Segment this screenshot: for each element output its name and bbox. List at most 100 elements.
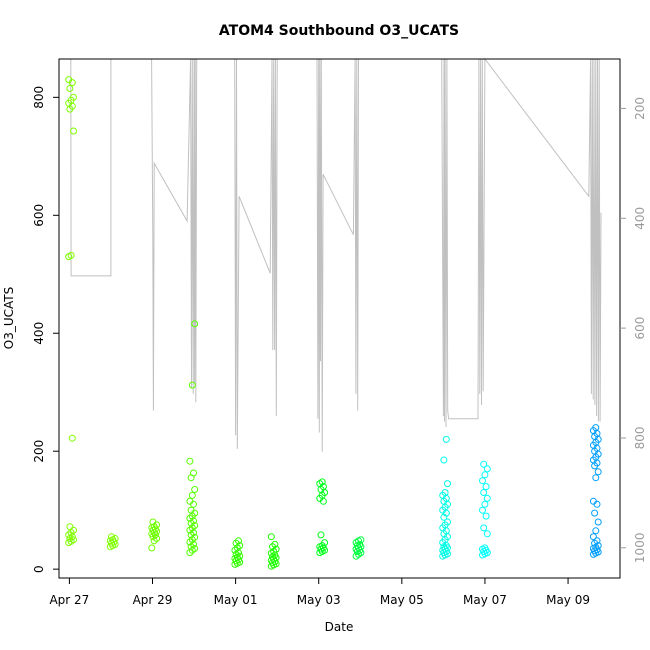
data-point xyxy=(356,540,364,548)
data-point xyxy=(187,506,195,514)
data-point xyxy=(66,85,74,92)
data-point xyxy=(68,434,76,442)
axes-layer: 0 200 400 600 800 200 400 600 800 1000 Apr 27 Apr 2… xyxy=(32,58,647,607)
data-point xyxy=(594,542,602,550)
data-point xyxy=(188,491,196,499)
x-axis-label: Date xyxy=(325,620,354,634)
data-point xyxy=(480,524,488,532)
data-point xyxy=(481,500,489,508)
x-tick-label: May 07 xyxy=(463,593,507,607)
data-point xyxy=(267,533,275,541)
y2-tick-label: 800 xyxy=(633,426,647,449)
data-point xyxy=(67,251,75,259)
data-point xyxy=(589,533,597,541)
y2-tick-label: 200 xyxy=(633,97,647,120)
data-point xyxy=(482,483,490,491)
data-point xyxy=(190,517,197,525)
data-point xyxy=(108,533,115,541)
data-point xyxy=(186,538,194,546)
data-point xyxy=(236,552,244,560)
x-tick-label: May 01 xyxy=(214,593,258,607)
data-point xyxy=(188,381,196,389)
data-point xyxy=(190,529,197,537)
data-point xyxy=(233,544,241,552)
y-axis-label: O3_UCATS xyxy=(2,287,16,349)
data-point xyxy=(444,480,451,488)
data-point xyxy=(191,522,199,529)
data-point xyxy=(591,509,599,517)
data-point xyxy=(479,477,486,485)
chart-title: ATOM4 Southbound O3_UCATS xyxy=(219,23,459,39)
data-point xyxy=(191,486,199,493)
data-point xyxy=(149,518,157,526)
data-point xyxy=(594,468,602,476)
data-point xyxy=(188,524,196,532)
data-point xyxy=(483,530,491,538)
plot-frame xyxy=(58,58,621,579)
data-point xyxy=(68,533,76,541)
data-point xyxy=(187,543,195,551)
data-point xyxy=(479,506,486,514)
data-point xyxy=(70,93,77,101)
x-tick-label: Apr 29 xyxy=(133,593,173,607)
data-point xyxy=(589,497,597,505)
data-point xyxy=(187,531,195,539)
data-point xyxy=(186,457,194,465)
data-point xyxy=(321,539,329,547)
data-point xyxy=(191,545,199,552)
data-point xyxy=(318,478,326,486)
data-point xyxy=(481,544,489,552)
data-point xyxy=(190,469,197,477)
data-point xyxy=(593,537,601,545)
data-point xyxy=(483,465,491,473)
y2-tick-label: 400 xyxy=(633,207,647,230)
data-point xyxy=(592,424,600,432)
data-point xyxy=(148,544,156,552)
data-point xyxy=(480,460,488,468)
data-point xyxy=(153,535,161,542)
y-tick-label: 800 xyxy=(32,86,46,109)
data-point xyxy=(442,435,450,443)
pressure-line xyxy=(70,57,602,452)
data-point xyxy=(444,518,451,526)
data-point xyxy=(591,539,599,547)
data-point xyxy=(191,533,199,541)
data-point xyxy=(594,518,602,526)
data-point xyxy=(190,540,197,548)
y-tick-label: 200 xyxy=(32,440,46,463)
data-point xyxy=(231,546,239,554)
data-point xyxy=(440,456,448,464)
data-point xyxy=(480,489,488,496)
data-point xyxy=(592,474,600,482)
data-point xyxy=(483,494,491,502)
data-point xyxy=(481,471,489,479)
data-point xyxy=(235,537,242,545)
x-tick-label: May 09 xyxy=(546,593,590,607)
data-point xyxy=(272,545,280,553)
data-point xyxy=(188,536,196,544)
data-point xyxy=(232,539,240,547)
data-point xyxy=(357,536,365,544)
data-point xyxy=(191,320,199,328)
data-point xyxy=(65,531,73,539)
data-point xyxy=(270,548,278,555)
data-point xyxy=(317,531,325,539)
y-tick-label: 600 xyxy=(32,204,46,227)
data-point xyxy=(187,519,195,527)
data-point xyxy=(65,76,73,84)
data-point xyxy=(186,526,194,534)
x-tick-label: Apr 27 xyxy=(49,593,89,607)
data-point xyxy=(70,127,77,135)
data-point xyxy=(186,497,194,505)
data-point xyxy=(66,523,74,531)
y2-tick-label: 1000 xyxy=(633,533,647,564)
data-point xyxy=(271,540,279,548)
data-point xyxy=(186,514,194,522)
data-point xyxy=(236,542,244,550)
data-point xyxy=(235,549,242,557)
y-tick-label: 0 xyxy=(32,565,46,573)
data-point xyxy=(70,526,77,534)
x-tick-label: May 03 xyxy=(297,593,341,607)
data-point xyxy=(111,535,119,542)
